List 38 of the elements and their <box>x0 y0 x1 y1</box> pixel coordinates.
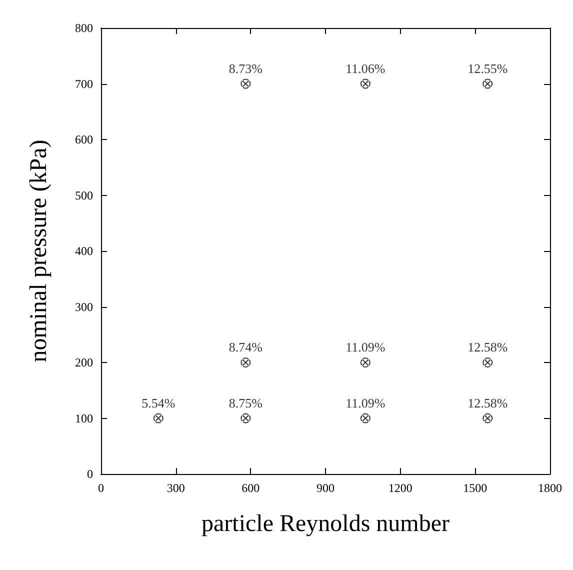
x-tick-label: 900 <box>316 481 334 495</box>
y-tick-label: 200 <box>75 356 93 370</box>
y-tick-label: 100 <box>75 411 93 426</box>
point <box>153 413 164 424</box>
y-axis-title: nominal pressure (kPa) <box>26 140 52 362</box>
annotation: 12.55% <box>468 60 508 76</box>
y-tick-label: 700 <box>75 76 93 91</box>
x-tick-label: 1200 <box>388 481 412 495</box>
annotation: 11.06% <box>346 60 386 76</box>
annotation: 5.54% <box>142 395 176 410</box>
y-tick-label: 0 <box>87 467 93 481</box>
y-tick-label: 300 <box>75 300 93 314</box>
annotation: 8.74% <box>228 340 263 354</box>
y-tick-label: 800 <box>75 21 93 35</box>
x-tick-label: 300 <box>166 481 185 495</box>
annotation: 12.58% <box>468 340 508 354</box>
x-tick-label: 1800 <box>538 481 562 495</box>
x-tick-label: 0 <box>98 481 104 495</box>
annotation: 8.75% <box>228 395 263 410</box>
point <box>360 413 370 424</box>
point <box>482 78 493 89</box>
point <box>360 78 370 89</box>
annotation: 12.58% <box>468 395 508 410</box>
y-tick-label: 600 <box>75 132 93 146</box>
y-tick-label: 400 <box>75 244 93 258</box>
x-tick-label: 1500 <box>463 481 488 495</box>
annotation: 11.09% <box>346 340 386 354</box>
point <box>240 413 251 424</box>
annotation: 8.73% <box>228 60 263 76</box>
x-axis-title: particle Reynolds number <box>202 511 450 537</box>
point <box>482 413 493 424</box>
point <box>240 358 251 368</box>
y-tick-label: 500 <box>75 188 93 202</box>
annotation: 11.09% <box>346 395 386 410</box>
point <box>360 358 370 368</box>
point <box>240 78 251 89</box>
point <box>482 358 493 368</box>
x-tick-label: 600 <box>242 481 260 495</box>
